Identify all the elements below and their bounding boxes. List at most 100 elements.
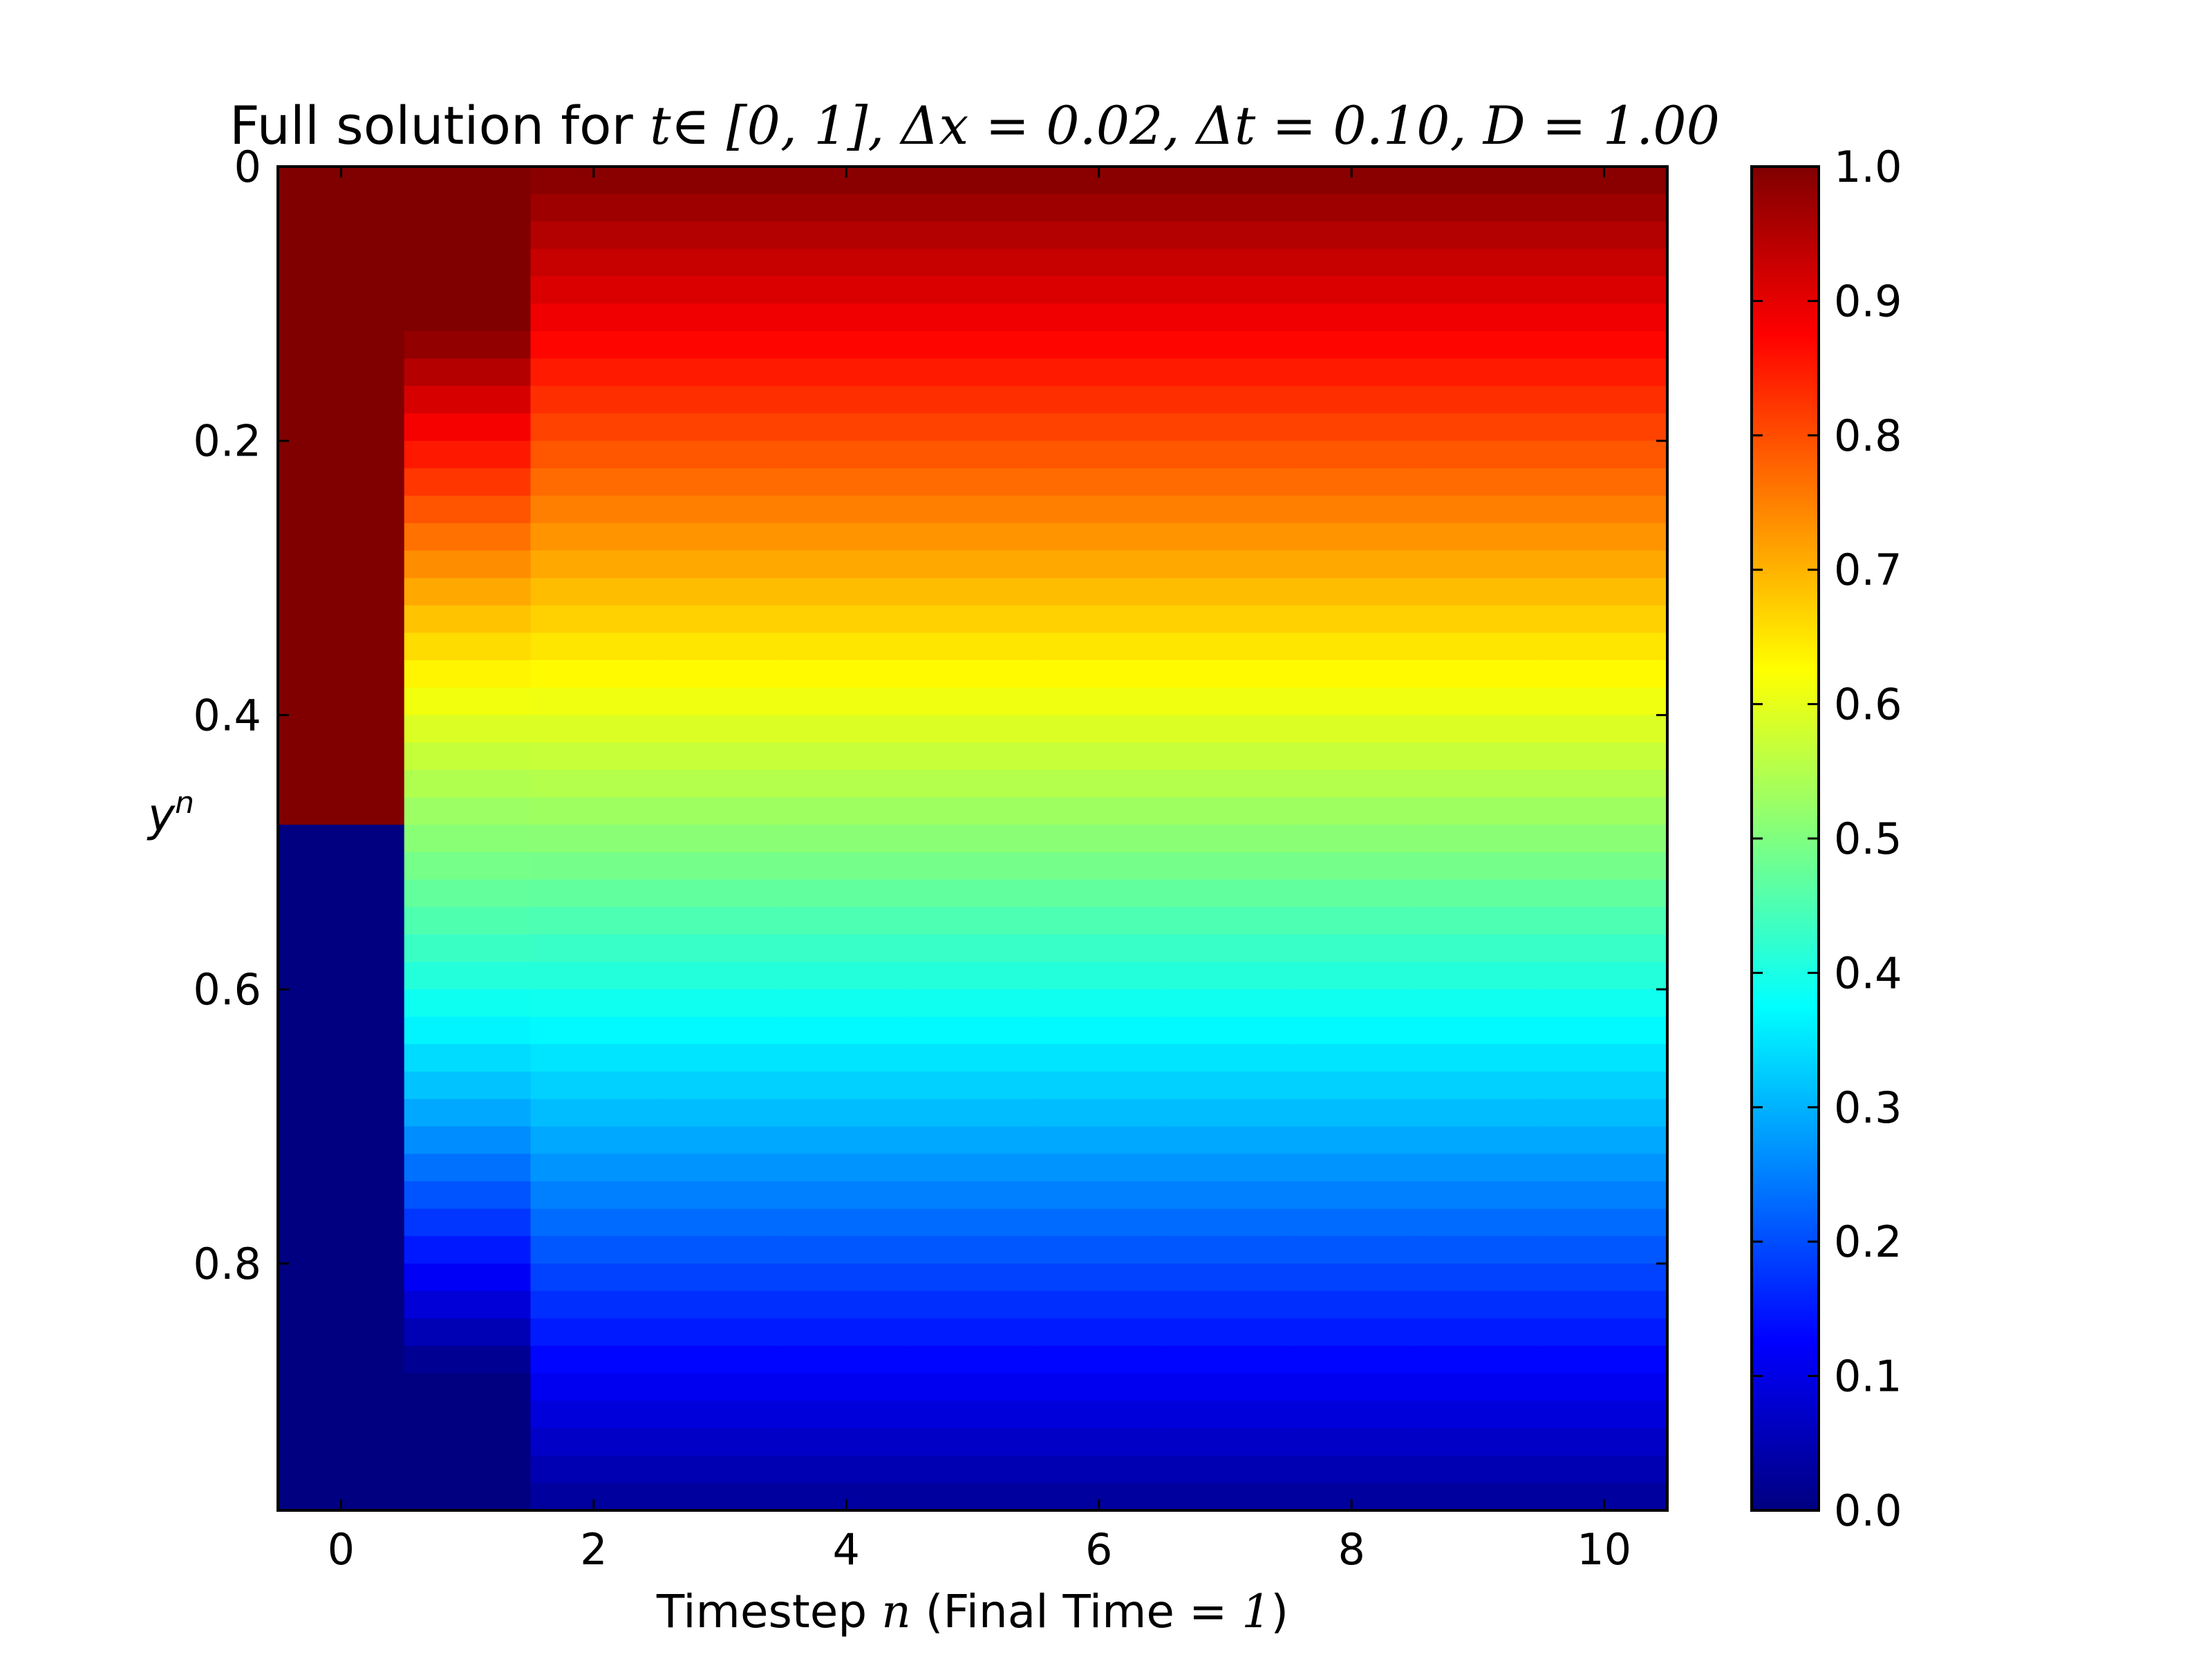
heatmap-cell <box>1288 496 1416 524</box>
heatmap-cell <box>1035 1126 1163 1154</box>
heatmap-cell <box>530 276 657 304</box>
heatmap-cell <box>909 825 1036 853</box>
heatmap-cell <box>1035 303 1163 332</box>
heatmap-cell <box>278 660 405 688</box>
heatmap-cell <box>782 194 910 222</box>
heatmap-cell <box>404 934 532 963</box>
heatmap-cell <box>657 578 784 606</box>
heatmap-cell <box>909 1016 1036 1045</box>
heatmap-cell <box>1035 632 1163 661</box>
heatmap-cell <box>404 742 532 771</box>
heatmap-cell <box>1288 797 1416 825</box>
heatmap-cell <box>1288 687 1416 716</box>
heatmap-cell <box>1541 605 1668 634</box>
heatmap-cell <box>278 687 405 716</box>
heatmap-cell <box>1288 386 1416 414</box>
heatmap-cell <box>782 852 910 881</box>
heatmap-cell <box>782 276 910 304</box>
heatmap-cell <box>1162 1154 1289 1182</box>
heatmap-cell <box>1414 1154 1541 1182</box>
heatmap-cell <box>1035 413 1163 442</box>
heatmap-cell <box>782 550 910 579</box>
heatmap-cell <box>1288 1181 1416 1210</box>
y-tick-label: 0.2 <box>193 416 261 467</box>
heatmap-cell <box>657 1291 784 1319</box>
heatmap-cell <box>530 1400 657 1429</box>
heatmap-cell <box>404 1291 532 1319</box>
heatmap-cell <box>404 276 532 304</box>
title-dx: Δx = 0.02, <box>899 95 1197 156</box>
heatmap-cell <box>909 632 1036 661</box>
heatmap-cell <box>657 1181 784 1210</box>
heatmap-cell <box>404 303 532 332</box>
heatmap-cell <box>278 934 405 963</box>
heatmap-cell <box>1414 797 1541 825</box>
heatmap-cell <box>1541 1126 1668 1154</box>
plot-frame <box>276 165 1669 1512</box>
heatmap-cell <box>782 523 910 552</box>
heatmap-cell <box>782 1373 910 1401</box>
heatmap-cell <box>404 1016 532 1045</box>
heatmap-cell <box>404 962 532 990</box>
heatmap-cell <box>1288 1154 1416 1182</box>
heatmap-cell <box>1162 578 1289 606</box>
heatmap-cell <box>909 715 1036 743</box>
heatmap-cell <box>1541 413 1668 442</box>
heatmap-cell <box>657 632 784 661</box>
heatmap-cell <box>909 440 1036 469</box>
heatmap-cell <box>657 1154 784 1182</box>
heatmap-cell <box>1162 742 1289 771</box>
heatmap-cell <box>1414 523 1541 552</box>
heatmap-cell <box>657 1263 784 1292</box>
heatmap-cell <box>1541 1345 1668 1374</box>
heatmap-cell <box>657 468 784 496</box>
heatmap-cell <box>909 907 1036 935</box>
heatmap-cell <box>278 578 405 606</box>
heatmap-cell <box>657 879 784 908</box>
heatmap-cell <box>1162 331 1289 359</box>
heatmap-cell <box>1035 1044 1163 1072</box>
heatmap-cell <box>404 907 532 935</box>
heatmap-cell <box>278 742 405 771</box>
heatmap-cell <box>1162 468 1289 496</box>
heatmap-cell <box>278 468 405 496</box>
heatmap-cell <box>1035 1318 1163 1347</box>
heatmap-cell <box>530 221 657 250</box>
x-tick-label: 10 <box>1577 1524 1631 1575</box>
heatmap-cell <box>1162 1345 1289 1374</box>
heatmap-cell <box>1414 962 1541 990</box>
y-tick-label: 0 <box>234 142 261 192</box>
heatmap-cell <box>278 1071 405 1100</box>
heatmap-cell <box>782 825 910 853</box>
heatmap-cell <box>657 1427 784 1456</box>
heatmap-cell <box>1288 934 1416 963</box>
heatmap-cell <box>1541 1044 1668 1072</box>
heatmap-cell <box>657 331 784 359</box>
heatmap-cell <box>782 468 910 496</box>
heatmap-cell <box>1288 989 1416 1018</box>
heatmap-cell <box>1541 276 1668 304</box>
title-t: t <box>650 95 671 156</box>
heatmap-cell <box>530 468 657 496</box>
heatmap-cell <box>909 1427 1036 1456</box>
heatmap-cell <box>404 1126 532 1154</box>
heatmap-cell <box>1414 1016 1541 1045</box>
heatmap-cell <box>1414 989 1541 1018</box>
heatmap-cell <box>404 797 532 825</box>
heatmap-cell <box>530 989 657 1018</box>
heatmap-cell <box>657 934 784 963</box>
heatmap-cell <box>1035 769 1163 798</box>
colorbar-tick-label: 0.1 <box>1834 1351 1902 1402</box>
heatmap-cell <box>909 523 1036 552</box>
heatmap-cell <box>404 852 532 881</box>
heatmap-cell <box>1162 1181 1289 1210</box>
heatmap-cell <box>404 1345 532 1374</box>
colorbar-tick-label: 0.0 <box>1834 1485 1902 1536</box>
heatmap-cell <box>530 1126 657 1154</box>
heatmap-cell <box>278 1016 405 1045</box>
heatmap-cell <box>782 605 910 634</box>
title-dt: Δt = 0.10, <box>1194 95 1483 156</box>
heatmap-cell <box>657 440 784 469</box>
heatmap-cell <box>1162 1373 1289 1401</box>
heatmap-cell <box>1162 496 1289 524</box>
